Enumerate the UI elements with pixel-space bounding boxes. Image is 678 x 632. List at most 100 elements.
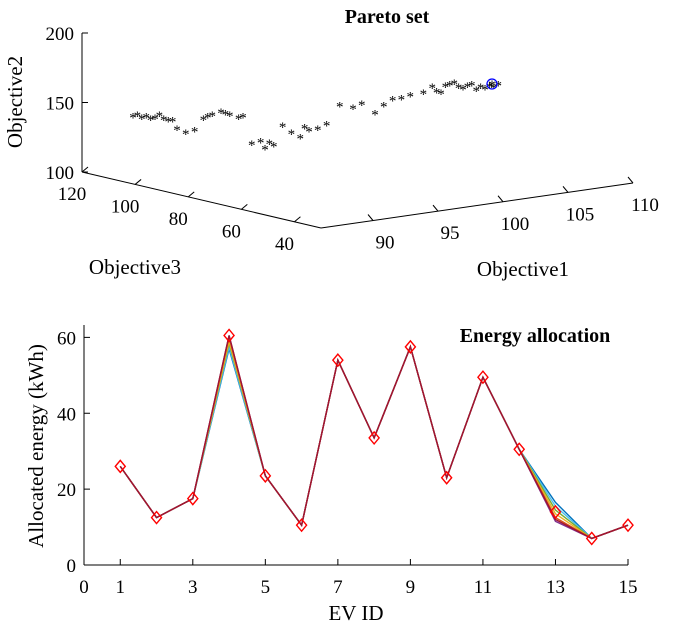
pareto-point: *: [217, 106, 225, 122]
y-tick-label: 0: [67, 556, 77, 577]
y-tick-label: 40: [57, 404, 76, 425]
objective3-tick-mark: [294, 216, 301, 223]
objective1-tick-label: 110: [631, 195, 659, 216]
pareto-point: *: [468, 78, 476, 94]
objective1-tick-mark: [497, 195, 504, 203]
pareto-point: *: [305, 124, 313, 140]
pareto-point: *: [156, 109, 164, 125]
pareto-point: *: [235, 112, 243, 128]
y-axis-label: Allocated energy (kWh): [24, 344, 48, 548]
diamond-marker: [585, 531, 598, 546]
pareto-point: *: [160, 113, 168, 129]
selected-point-circle: [486, 78, 498, 90]
x-tick-label: 13: [546, 577, 565, 598]
y-tick-label: 20: [57, 480, 76, 501]
objective3-tick-mark: [241, 203, 248, 210]
energy-title: Energy allocation: [460, 325, 611, 347]
diamond-marker: [440, 470, 453, 485]
pareto-point: *: [406, 90, 414, 106]
pareto-point: *: [248, 138, 256, 154]
pareto-title: Pareto set: [345, 6, 430, 28]
pareto-point: *: [398, 92, 406, 108]
x-tick-label: 3: [188, 577, 198, 598]
z-ticks: 100 150 200: [46, 24, 88, 184]
z-tick-label: 150: [46, 94, 75, 115]
diamond-marker: [404, 339, 417, 354]
x-tick-label: 11: [474, 577, 492, 598]
x-tick-label: 7: [333, 577, 343, 598]
pareto-point: *: [138, 112, 146, 128]
objective3-tick-label: 60: [222, 221, 241, 242]
pareto-point: *: [420, 87, 428, 103]
pareto-point: *: [239, 110, 247, 126]
diamond-marker: [549, 504, 562, 519]
objective3-tick-mark: [187, 191, 195, 198]
objective1-tick-label: 100: [501, 214, 530, 235]
y-ticks: 0 20 40 60: [57, 328, 90, 577]
diamond-marker: [114, 459, 127, 474]
objective1-tick-label: 105: [566, 204, 595, 225]
pareto-point: *: [464, 80, 472, 96]
x-tick-label: 9: [406, 577, 416, 598]
y-tick-label: 60: [57, 328, 76, 349]
pareto-point: *: [301, 122, 309, 138]
pareto-point: *: [226, 109, 234, 125]
pareto-point: *: [446, 78, 454, 94]
pareto-point: *: [433, 85, 441, 101]
pareto-point: *: [266, 137, 274, 153]
pareto-point: *: [323, 119, 331, 135]
pareto-point: *: [389, 94, 397, 110]
series-lines: [119, 335, 629, 540]
diamond-marker: [295, 518, 308, 533]
z-tick-label: 100: [46, 163, 75, 184]
pareto-point: *: [477, 81, 485, 97]
diamond-marker: [513, 442, 526, 457]
pareto-point: *: [164, 115, 172, 131]
pareto-point: *: [358, 98, 366, 114]
objective1-tick-mark: [562, 186, 569, 193]
pareto-point: *: [371, 108, 379, 124]
diamond-marker: [331, 353, 344, 368]
pareto-point: *: [134, 109, 142, 125]
diamond-marker: [223, 328, 235, 343]
objective3-ticks: 40 60 80 100 120: [58, 166, 301, 255]
selected-point-asterisk: *: [488, 78, 496, 94]
objective3-label: Objective3: [89, 255, 181, 279]
objective1-tick-label: 95: [441, 223, 460, 244]
diamond-marker: [150, 510, 163, 525]
pareto-point: *: [191, 124, 199, 140]
x-tick-label: 5: [261, 577, 271, 598]
selected-point: *: [486, 78, 498, 94]
pareto-point: *: [151, 112, 159, 128]
x-tick-label: 15: [619, 577, 638, 598]
diamond-marker: [368, 430, 381, 446]
x-tick-label: 0: [79, 577, 89, 598]
objective3-tick-label: 80: [169, 209, 188, 230]
pareto-point: *: [349, 102, 357, 118]
pareto-point: *: [288, 127, 296, 143]
objective3-tick-label: 40: [275, 234, 294, 255]
pareto-point: *: [459, 83, 467, 99]
diamond-marker: [186, 491, 199, 506]
diamond-marker: [477, 370, 489, 385]
pareto-point: *: [169, 115, 177, 131]
pareto-point: *: [437, 87, 445, 103]
diamond-marker: [259, 468, 272, 483]
pareto-point: *: [182, 127, 190, 143]
pareto-point: *: [472, 84, 480, 100]
series-line-3: [119, 342, 629, 540]
pareto-point: *: [129, 110, 137, 126]
pareto-point: *: [428, 81, 436, 97]
pareto-point: *: [442, 80, 450, 96]
pareto-point: *: [261, 142, 269, 158]
objective3-axis-line: [81, 171, 322, 229]
objective3-tick-label: 100: [111, 196, 140, 217]
objective3-tick-label: 120: [58, 184, 87, 205]
pareto-point: *: [204, 110, 212, 126]
objective1-tick-label: 90: [376, 233, 395, 254]
x-tick-label: 1: [116, 577, 126, 598]
pareto-point: *: [279, 120, 287, 136]
